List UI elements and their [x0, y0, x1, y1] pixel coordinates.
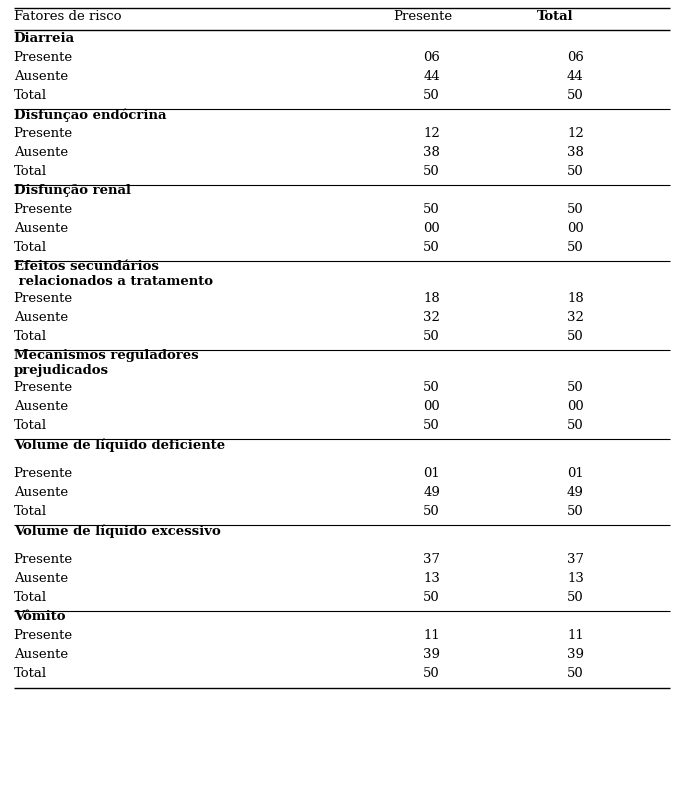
Text: Fatores de risco: Fatores de risco — [14, 10, 121, 23]
Text: Presente: Presente — [14, 381, 73, 394]
Text: Total: Total — [14, 241, 47, 254]
Text: 37: 37 — [567, 553, 584, 566]
Text: 37: 37 — [423, 553, 440, 566]
Text: 50: 50 — [567, 667, 583, 680]
Text: Ausente: Ausente — [14, 400, 68, 413]
Text: 39: 39 — [423, 648, 440, 661]
Text: 18: 18 — [567, 292, 583, 305]
Text: Ausente: Ausente — [14, 146, 68, 159]
Text: Diarreia: Diarreia — [14, 32, 75, 45]
Text: 49: 49 — [567, 486, 584, 499]
Text: 50: 50 — [423, 505, 440, 518]
Text: 50: 50 — [423, 241, 440, 254]
Text: Ausente: Ausente — [14, 70, 68, 83]
Text: Presente: Presente — [14, 629, 73, 642]
Text: 50: 50 — [423, 381, 440, 394]
Text: 50: 50 — [567, 419, 583, 432]
Text: 50: 50 — [423, 89, 440, 102]
Text: 00: 00 — [567, 400, 583, 413]
Text: 38: 38 — [423, 146, 440, 159]
Text: 50: 50 — [423, 330, 440, 343]
Text: Presente: Presente — [14, 553, 73, 566]
Text: 00: 00 — [567, 222, 583, 235]
Text: 32: 32 — [567, 311, 584, 324]
Text: 50: 50 — [423, 419, 440, 432]
Text: Presente: Presente — [14, 51, 73, 64]
Text: 50: 50 — [567, 203, 583, 216]
Text: Vômito: Vômito — [14, 610, 65, 623]
Text: 13: 13 — [567, 572, 584, 585]
Text: 38: 38 — [567, 146, 584, 159]
Text: Ausente: Ausente — [14, 648, 68, 661]
Text: Ausente: Ausente — [14, 486, 68, 499]
Text: Disfunção renal: Disfunção renal — [14, 184, 131, 197]
Text: 50: 50 — [567, 165, 583, 178]
Text: Efeitos secundários
 relacionados a tratamento: Efeitos secundários relacionados a trata… — [14, 260, 213, 288]
Text: Presente: Presente — [14, 467, 73, 480]
Text: 50: 50 — [423, 667, 440, 680]
Text: 01: 01 — [423, 467, 440, 480]
Text: 50: 50 — [423, 591, 440, 604]
Text: 11: 11 — [567, 629, 583, 642]
Text: 01: 01 — [567, 467, 583, 480]
Text: Total: Total — [14, 591, 47, 604]
Text: 11: 11 — [423, 629, 440, 642]
Text: 50: 50 — [423, 203, 440, 216]
Text: 50: 50 — [567, 505, 583, 518]
Text: Presente: Presente — [14, 203, 73, 216]
Text: 44: 44 — [567, 70, 583, 83]
Text: 12: 12 — [567, 127, 583, 140]
Text: 50: 50 — [567, 591, 583, 604]
Text: Total: Total — [14, 330, 47, 343]
Text: Volume de líquido excessivo: Volume de líquido excessivo — [14, 524, 220, 537]
Text: Total: Total — [14, 505, 47, 518]
Text: 12: 12 — [423, 127, 440, 140]
Text: 44: 44 — [423, 70, 440, 83]
Text: 39: 39 — [567, 648, 584, 661]
Text: 50: 50 — [567, 89, 583, 102]
Text: 06: 06 — [567, 51, 584, 64]
Text: 13: 13 — [423, 572, 440, 585]
Text: 00: 00 — [423, 400, 440, 413]
Text: Disfunção endócrina: Disfunção endócrina — [14, 108, 166, 121]
Text: 00: 00 — [423, 222, 440, 235]
Text: Total: Total — [537, 10, 574, 23]
Text: Ausente: Ausente — [14, 572, 68, 585]
Text: Ausente: Ausente — [14, 222, 68, 235]
Text: Volume de líquido deficiente: Volume de líquido deficiente — [14, 438, 225, 452]
Text: Total: Total — [14, 89, 47, 102]
Text: Mecanismos reguladores
prejudicados: Mecanismos reguladores prejudicados — [14, 349, 198, 377]
Text: 50: 50 — [567, 381, 583, 394]
Text: 32: 32 — [423, 311, 440, 324]
Text: Presente: Presente — [14, 292, 73, 305]
Text: Total: Total — [14, 419, 47, 432]
Text: 50: 50 — [423, 165, 440, 178]
Text: 18: 18 — [423, 292, 440, 305]
Text: 06: 06 — [423, 51, 440, 64]
Text: Total: Total — [14, 165, 47, 178]
Text: 50: 50 — [567, 330, 583, 343]
Text: Presente: Presente — [14, 127, 73, 140]
Text: Total: Total — [14, 667, 47, 680]
Text: Presente: Presente — [393, 10, 452, 23]
Text: Ausente: Ausente — [14, 311, 68, 324]
Text: 50: 50 — [567, 241, 583, 254]
Text: 49: 49 — [423, 486, 440, 499]
